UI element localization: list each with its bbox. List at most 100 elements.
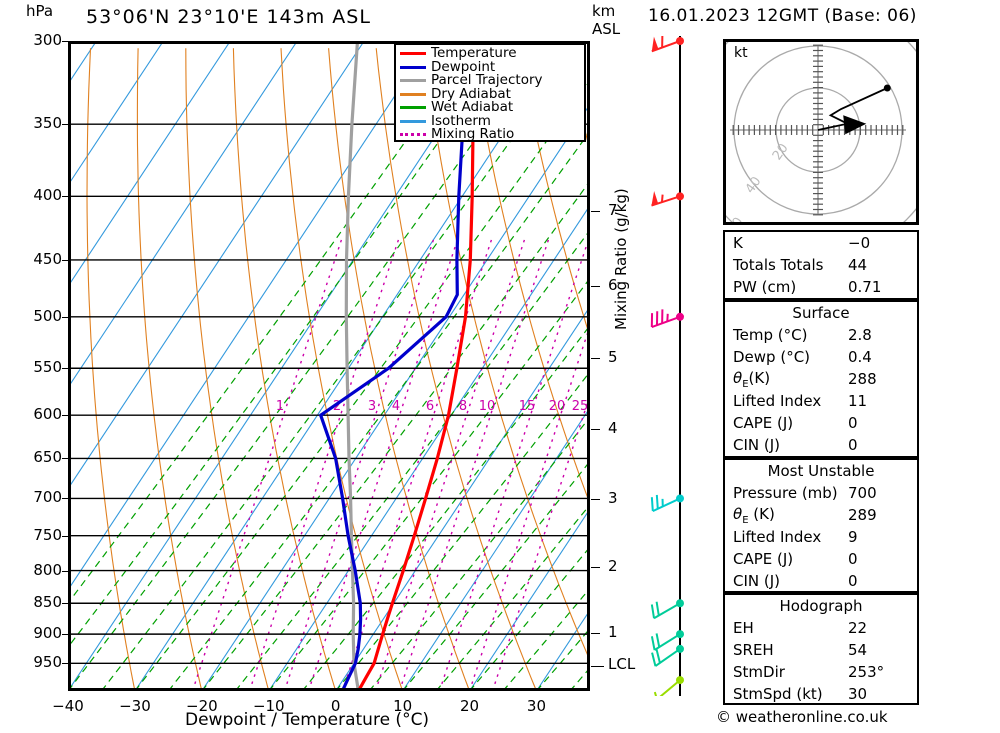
row-value: 22 [848,619,868,637]
row-key: θE(K) [733,368,771,390]
height-tick-label: 5 [608,348,618,367]
legend-label: Temperature [431,45,517,61]
legend-item: Mixing Ratio [400,127,584,142]
asl-unit-label: ASL [592,20,621,38]
row-key: StmDir [733,663,785,681]
hodograph-unit-label: kt [734,45,748,61]
height-tick [591,632,600,634]
temperature-tick-label: 10 [393,697,413,715]
panel-most-unstable: Most Unstable Pressure (mb) 700 θE (K) 289 Li… [723,458,919,593]
row-value: 288 [848,370,877,388]
wind-barb [650,309,684,328]
temperature-tick-label: −30 [119,697,151,715]
hodograph-row: StmSpd (kt) 30 [725,683,917,705]
height-tick [591,285,600,287]
mixing-ratio-label: 8 [459,399,467,414]
hodograph-canvas: 204060 [691,3,945,257]
hodograph-ring-label: 40 [743,174,765,196]
row-value: 11 [848,392,868,410]
pressure-tick [62,196,70,198]
height-tick [591,358,600,360]
pressure-tick [62,41,70,42]
row-key: Temp (°C) [733,326,808,344]
pressure-tick-label: 300 [33,31,62,49]
wind-barb-column [650,36,684,696]
row-key: Totals Totals [733,256,824,274]
temperature-tick-label: −10 [252,697,285,715]
pressure-tick [62,663,70,665]
pressure-tick [62,316,70,318]
surface-row: Dewp (°C) 0.4 [725,346,917,368]
wind-barb [651,36,684,53]
mixing-ratio-label: 6 [426,399,434,414]
unstable-row: CAPE (J) 0 [725,548,917,570]
pressure-tick-label: 900 [33,624,62,643]
legend-item: Parcel Trajectory [400,73,584,88]
mixing-ratio-label: 4 [392,399,400,414]
pressure-tick-label: 800 [33,560,62,579]
wind-barb [653,676,684,696]
pressure-tick [62,415,70,417]
hodograph-row: StmDir 253° [725,661,917,683]
row-key: SREH [733,641,774,659]
legend-item: Temperature [400,45,584,61]
legend: Temperature Dewpoint Parcel Trajectory Dry … [394,43,586,142]
lcl-marker-label: LCL [608,655,636,674]
profile-temperature [356,41,477,691]
mixing-ratio-label: 1 [276,399,284,414]
legend-swatch [400,106,426,110]
mixing-ratio-label: 15 [519,399,536,414]
height-tick [591,499,600,501]
pressure-tick-label: 650 [33,448,62,467]
row-key: CAPE (J) [733,550,794,568]
skewt-plot: 1 2 3 4 6 8 10 15 20 25 [68,41,590,691]
wind-barb [650,599,684,620]
pressure-tick-label: 450 [33,249,62,268]
legend-swatch [400,65,426,69]
legend-item: Wet Adiabat [400,99,584,115]
row-value: 0 [848,414,858,432]
temperature-tick-label: −40 [52,697,84,715]
row-value: 253° [848,663,885,681]
surface-row: CAPE (J) 0 [725,412,917,434]
wind-barb [650,630,684,651]
row-value: 0.4 [848,348,872,366]
pressure-tick-label: 550 [33,358,62,377]
row-value: 289 [848,506,877,524]
forecast-datetime: 16.01.2023 12GMT (Base: 06) [648,6,917,26]
legend-swatch [400,92,426,96]
row-key: PW (cm) [733,278,797,296]
legend-label: Wet Adiabat [431,99,514,115]
pressure-tick [62,570,70,572]
legend-label: Dewpoint [431,58,496,75]
row-value: 30 [848,685,868,703]
mixing-ratio-label: 2 [333,399,341,414]
index-row: K −0 [725,232,917,254]
plot-frame [68,41,590,691]
surface-row: Temp (°C) 2.8 [725,324,917,346]
legend-item: Dry Adiabat [400,87,584,102]
hodograph-row: SREH 54 [725,639,917,661]
surface-row: CIN (J) 0 [725,434,917,456]
legend-label: Isotherm [431,112,491,129]
height-tick-label: 4 [608,419,618,438]
pressure-tick-label: 500 [33,306,62,325]
pressure-tick [62,458,70,460]
row-value: 0 [848,436,858,454]
copyright-notice: © weatheronline.co.uk [716,708,888,726]
row-value: −0 [848,234,871,252]
profile-dewpoint [319,41,470,691]
row-key: EH [733,619,754,637]
legend-swatch [400,79,426,83]
wind-barb [650,494,684,513]
height-tick-label: 6 [608,275,618,294]
row-key: θE (K) [733,504,775,526]
height-unit-label: km [592,2,616,20]
pressure-tick-label: 400 [33,186,62,205]
index-row: PW (cm) 0.71 [725,276,917,298]
row-value: 700 [848,484,877,502]
unstable-row: Lifted Index 9 [725,526,917,548]
legend-swatch [400,133,426,137]
pressure-tick [62,259,70,261]
lcl-tick [591,666,604,668]
